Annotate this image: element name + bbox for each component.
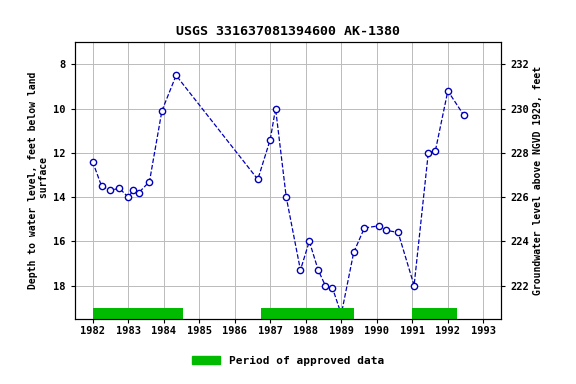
Y-axis label: Depth to water level, feet below land
 surface: Depth to water level, feet below land su…	[28, 72, 49, 289]
Legend: Period of approved data: Period of approved data	[188, 351, 388, 371]
Title: USGS 331637081394600 AK-1380: USGS 331637081394600 AK-1380	[176, 25, 400, 38]
Bar	[262, 308, 354, 319]
Y-axis label: Groundwater level above NGVD 1929, feet: Groundwater level above NGVD 1929, feet	[533, 66, 543, 295]
Bar	[412, 308, 457, 319]
Bar	[93, 308, 183, 319]
